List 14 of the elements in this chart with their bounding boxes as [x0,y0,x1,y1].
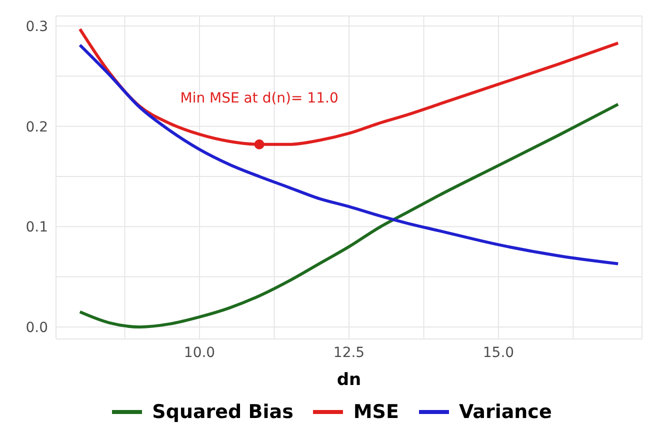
x-axis-title: dn [336,370,362,390]
legend-label: Variance [458,401,552,423]
line-series [78,102,620,328]
legend-label: Squared Bias [151,401,294,423]
x-tick-label: 12.5 [333,344,365,361]
y-tick-label: 0.2 [26,119,48,136]
line-series [78,44,620,266]
legend-label: MSE [352,401,399,423]
y-tick-label: 0.3 [26,19,48,35]
y-tick-label: 0.1 [26,220,48,236]
x-tick-label: 10.0 [184,344,216,361]
annotation: Min MSE at d(n)= 11.0 [180,90,338,106]
y-tick-label: 0.0 [26,320,48,336]
x-tick-label: 15.0 [482,344,514,361]
